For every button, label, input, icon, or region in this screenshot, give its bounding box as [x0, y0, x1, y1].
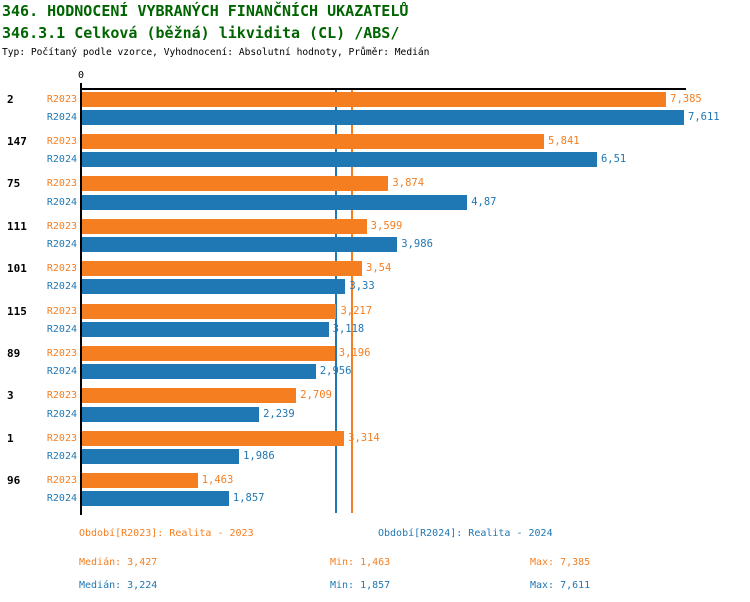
bar-r2023 [82, 430, 345, 446]
bar-r2024 [82, 194, 468, 210]
footer-min-r2024: Min: 1,857 [330, 580, 391, 591]
footer-max-r2023: Max: 7,385 [530, 557, 591, 568]
bar-r2024 [82, 237, 398, 252]
value-axis-zero-label: 0 [78, 70, 85, 81]
median-line-r2023 [351, 89, 354, 513]
bar-value-label-r2024: 2,239 [263, 407, 295, 420]
bar-r2024 [82, 491, 229, 507]
bar-value-label-r2024: 6,51 [600, 153, 627, 166]
series-label-r2024: R2024 [46, 154, 77, 166]
series-label-r2023: R2023 [46, 432, 77, 444]
bar-r2023 [82, 176, 389, 192]
series-label-r2023: R2023 [46, 263, 77, 275]
bar-value-label-r2023: 3,196 [338, 346, 371, 359]
category-label: 111 [7, 219, 27, 233]
series-label-r2023: R2023 [46, 93, 77, 105]
report-title: 346. HODNOCENÍ VYBRANÝCH FINANČNÍCH UKAZ… [2, 2, 409, 20]
bar-value-label-r2024: 2,956 [319, 365, 352, 378]
footer-median-r2023: Medián: 3,427 [79, 557, 158, 568]
series-label-r2023: R2023 [46, 135, 77, 147]
bar-r2023 [82, 388, 297, 404]
category-label: 3 [7, 389, 14, 403]
series-label-r2024: R2024 [46, 196, 77, 208]
bar-value-label-r2024: 7,611 [688, 110, 720, 123]
series-label-r2023: R2023 [46, 178, 77, 190]
series-label-r2024: R2024 [46, 366, 77, 378]
category-label: 96 [7, 474, 21, 488]
bar-value-label-r2023: 7,385 [670, 92, 702, 105]
chart-meta-line: Typ: Počítaný podle vzorce, Vyhodnocení:… [2, 47, 430, 58]
bar-value-label-r2023: 3,314 [348, 431, 380, 444]
bar-r2023 [82, 261, 362, 277]
bar-value-label-r2023: 3,874 [392, 177, 425, 190]
bar-r2023 [82, 345, 335, 361]
bar-r2024 [82, 406, 260, 422]
bar-r2023 [82, 133, 545, 149]
bar-r2024 [82, 364, 316, 380]
series-label-r2023: R2023 [46, 475, 77, 487]
chart-title: 346.3.1 Celková (běžná) likvidita (CL) /… [2, 24, 400, 42]
series-label-r2023: R2023 [46, 390, 77, 402]
series-label-r2024: R2024 [46, 323, 77, 335]
category-label: 1 [7, 431, 14, 445]
bar-r2023 [82, 91, 667, 107]
bar-r2024 [82, 321, 329, 337]
series-label-r2024: R2024 [46, 408, 77, 420]
bar-value-label-r2024: 4,87 [471, 195, 497, 208]
x-axis-line [81, 88, 686, 90]
bar-r2024 [82, 109, 685, 125]
bar-value-label-r2023: 3,599 [370, 219, 403, 232]
series-label-r2024: R2024 [46, 111, 77, 123]
bar-value-label-r2024: 1,986 [243, 450, 275, 462]
bar-value-label-r2023: 3,217 [340, 304, 373, 317]
category-label: 89 [7, 346, 21, 360]
series-label-r2024: R2024 [46, 493, 77, 505]
footer-median-r2024: Medián: 3,224 [79, 580, 158, 591]
series-label-r2023: R2023 [46, 220, 77, 232]
bar-value-label-r2023: 5,841 [548, 134, 580, 147]
series-label-r2023: R2023 [46, 305, 77, 317]
bar-r2024 [82, 152, 597, 168]
bar-value-label-r2023: 2,709 [300, 389, 332, 402]
series-label-r2024: R2024 [46, 239, 77, 250]
bar-value-label-r2024: 1,857 [232, 492, 265, 505]
category-label: 75 [7, 177, 21, 191]
series-label-r2024: R2024 [46, 451, 77, 462]
category-label: 147 [7, 134, 27, 148]
category-label: 2 [7, 92, 14, 106]
median-line-r2024 [335, 89, 338, 513]
footer-min-r2023: Min: 1,463 [330, 557, 391, 568]
category-label: 101 [7, 262, 27, 276]
series-label-r2024: R2024 [46, 281, 77, 293]
bar-r2024 [82, 279, 346, 295]
bar-value-label-r2023: 3,54 [366, 262, 392, 275]
bar-r2024 [82, 449, 240, 464]
bar-r2023 [82, 303, 337, 319]
footer-period-r2023: Období[R2023]: Realita - 2023 [79, 528, 254, 539]
y-axis-line [80, 83, 82, 515]
bar-value-label-r2024: 3,986 [401, 238, 433, 250]
bar-value-label-r2024: 3,33 [349, 280, 375, 293]
series-label-r2023: R2023 [46, 347, 77, 359]
category-label: 115 [7, 304, 27, 318]
footer-period-r2024: Období[R2024]: Realita - 2024 [378, 528, 553, 539]
bar-value-label-r2024: 3,118 [332, 322, 365, 335]
bar-r2023 [82, 218, 367, 234]
bar-r2023 [82, 473, 198, 489]
bar-value-label-r2023: 1,463 [201, 474, 234, 487]
footer-max-r2024: Max: 7,611 [530, 580, 591, 591]
